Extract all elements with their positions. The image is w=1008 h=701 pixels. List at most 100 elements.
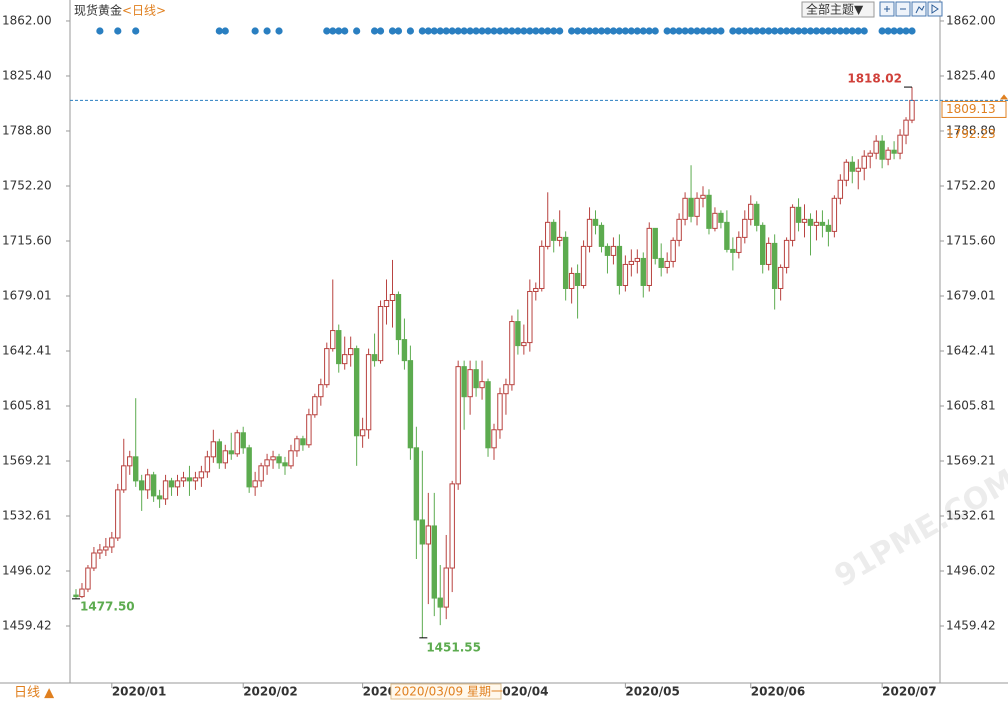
low-label: 1451.55 xyxy=(426,640,481,654)
candle-body xyxy=(789,206,796,241)
candle-body xyxy=(395,293,402,341)
candle-body xyxy=(443,567,449,608)
candle-body xyxy=(150,474,157,497)
signal-dot xyxy=(221,27,229,35)
signal-dot xyxy=(514,27,522,35)
candle-body xyxy=(264,459,270,467)
candle-body xyxy=(216,441,223,464)
x-tick-label: 2020/05 xyxy=(625,685,679,699)
signal-dot xyxy=(526,27,534,35)
period-label: <日线> xyxy=(122,4,166,18)
x-tick-label: 2020/07 xyxy=(882,685,936,699)
candle-body xyxy=(133,456,139,482)
candle-body xyxy=(115,489,121,539)
last-price-arrow xyxy=(1000,94,1008,100)
candle-body xyxy=(586,218,593,247)
candle-body xyxy=(694,197,700,217)
signal-dot xyxy=(532,27,540,35)
signal-dot xyxy=(585,27,594,35)
signal-dot xyxy=(341,27,349,35)
signal-dot xyxy=(812,27,821,35)
signal-dot xyxy=(132,27,140,35)
candle-body xyxy=(282,462,288,467)
candle-body xyxy=(288,450,294,467)
y-tick-label-left: 1569.21 xyxy=(2,454,52,468)
candle-body xyxy=(903,119,909,136)
signal-dot xyxy=(502,27,510,35)
candle-body xyxy=(85,567,91,590)
candle-body xyxy=(580,245,587,286)
signal-dot xyxy=(747,27,755,35)
signal-dot xyxy=(388,27,397,35)
signal-dot xyxy=(544,27,552,35)
next-button[interactable] xyxy=(927,1,943,17)
candle-body xyxy=(276,456,282,464)
candle-body xyxy=(604,245,611,256)
candle-body xyxy=(897,134,903,154)
ref-price-label: 1792.23 xyxy=(946,127,996,141)
signal-dot xyxy=(406,27,414,35)
y-tick-label: 1825.40 xyxy=(946,68,996,82)
y-tick-label-left: 1679.01 xyxy=(2,288,52,302)
candle-body xyxy=(539,245,545,289)
candle-body xyxy=(706,194,712,229)
period-switch[interactable]: 日线 ▲ xyxy=(14,686,54,701)
candle-body xyxy=(347,348,354,356)
candle-body xyxy=(556,236,563,241)
candle-body xyxy=(377,306,384,362)
signal-dot xyxy=(669,27,677,35)
candle-body xyxy=(389,293,396,302)
signal-dot xyxy=(699,27,707,35)
candle-body xyxy=(144,474,151,491)
candle-body xyxy=(515,321,521,347)
candle-body xyxy=(574,272,581,286)
signal-dot xyxy=(896,27,904,35)
signal-dot xyxy=(800,27,809,35)
candle-body xyxy=(891,149,897,154)
candle-body xyxy=(162,480,169,500)
signal-dot xyxy=(848,27,856,35)
candle-body xyxy=(156,495,163,500)
candle-body xyxy=(270,456,276,461)
candle-body xyxy=(479,381,485,389)
theme-button[interactable] xyxy=(801,1,875,18)
y-tick-label-left: 1642.41 xyxy=(2,343,52,357)
signal-dot xyxy=(376,27,385,35)
candle-body xyxy=(383,300,390,308)
y-tick-label: 1496.02 xyxy=(946,564,996,578)
signal-dot xyxy=(806,27,815,35)
theme-button-label[interactable]: 全部主题▼ xyxy=(806,2,864,17)
toolbar-icons xyxy=(884,4,939,14)
line-button[interactable] xyxy=(911,1,927,17)
signal-dot xyxy=(771,27,779,35)
signal-dot xyxy=(777,27,785,35)
candle-body xyxy=(676,218,682,241)
candle-body xyxy=(855,167,861,172)
candle-body xyxy=(724,221,730,250)
y-tick-label: 1715.60 xyxy=(946,233,996,247)
signal-dot xyxy=(818,27,827,35)
candle-body xyxy=(192,477,199,482)
candle-body xyxy=(551,221,557,241)
y-tick-label: 1679.01 xyxy=(946,288,996,302)
signal-dot xyxy=(538,27,546,35)
candle-body xyxy=(664,260,670,268)
signal-dot xyxy=(705,27,713,35)
signal-dot xyxy=(448,27,456,35)
candle-body xyxy=(509,321,515,386)
candle-body xyxy=(616,245,623,286)
candle-body xyxy=(222,450,228,464)
chart-title: 现货黄金 xyxy=(74,3,122,18)
signal-dot xyxy=(645,27,653,35)
candle-body xyxy=(186,477,193,482)
signal-dot xyxy=(765,27,773,35)
candle-body xyxy=(730,248,736,253)
candle-body xyxy=(413,447,420,521)
signal-dot xyxy=(836,27,844,35)
candle-body xyxy=(777,266,784,289)
candle-body xyxy=(885,149,891,160)
candle-body xyxy=(562,236,569,289)
y-tick-label: 1569.21 xyxy=(946,454,996,468)
signal-dot xyxy=(520,27,528,35)
